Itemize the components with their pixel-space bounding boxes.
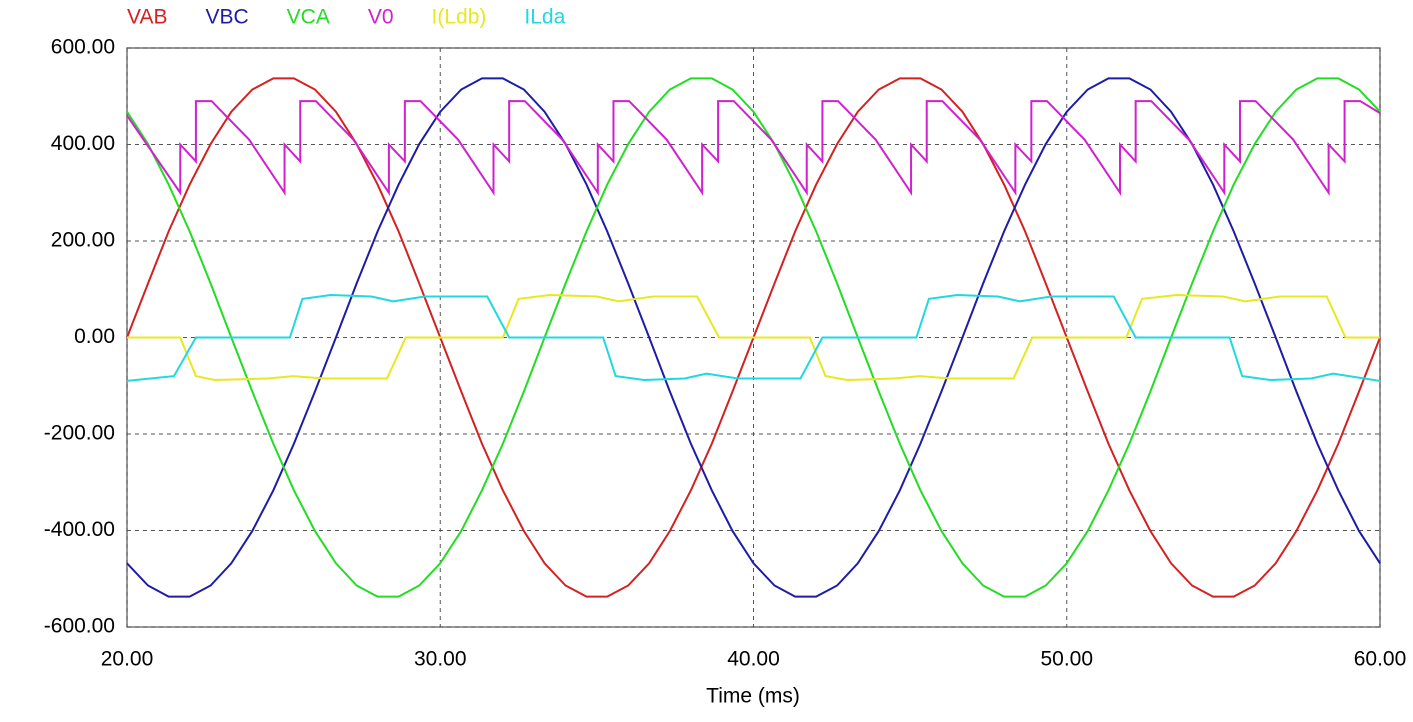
y-tick-label: -600.00: [44, 615, 115, 638]
series-line: [126, 100, 1381, 197]
x-tick-label: 50.00: [1040, 648, 1093, 671]
legend-entry: VAB: [127, 6, 167, 29]
series-line: [126, 77, 1381, 598]
legend-entry: ILda: [524, 6, 565, 29]
y-tick-label: -200.00: [44, 422, 115, 445]
y-tick-label: 600.00: [51, 36, 115, 59]
legend-entry: VBC: [205, 6, 248, 29]
x-tick-label: 30.00: [414, 648, 467, 671]
x-tick-label: 20.00: [101, 648, 154, 671]
x-axis-label: Time (ms): [706, 685, 800, 708]
series-line: [126, 294, 1381, 382]
y-tick-label: 200.00: [51, 229, 115, 252]
legend-entry: I(Ldb): [432, 6, 487, 29]
x-tick-label: 40.00: [727, 648, 780, 671]
legend-entry: VCA: [287, 6, 330, 29]
x-tick-label: 60.00: [1354, 648, 1407, 671]
y-tick-label: -400.00: [44, 518, 115, 541]
series-line: [127, 294, 1380, 381]
y-tick-label: 0.00: [74, 325, 115, 348]
legend-entry: V0: [368, 6, 394, 29]
y-tick-label: 400.00: [51, 132, 115, 155]
